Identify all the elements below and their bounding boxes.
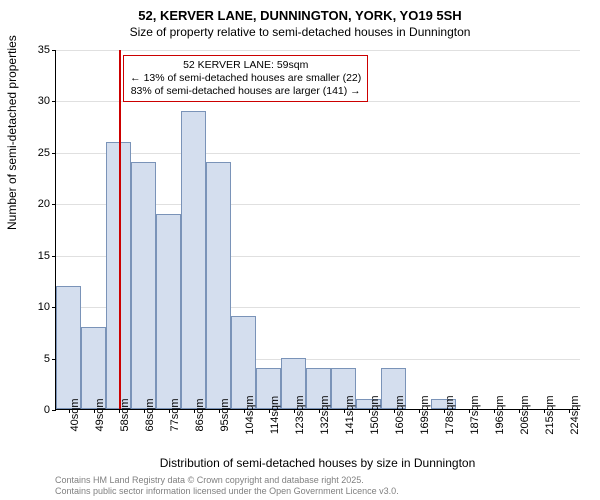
gridline xyxy=(56,50,580,51)
x-tick-label: 160sqm xyxy=(394,395,406,434)
annotation-line: 52 KERVER LANE: 59sqm xyxy=(130,59,361,72)
x-tick-label: 224sqm xyxy=(569,395,581,434)
marker-line xyxy=(119,50,121,409)
plot-region: 0510152025303540sqm49sqm58sqm68sqm77sqm8… xyxy=(55,50,580,410)
x-tick-mark xyxy=(319,409,320,413)
x-tick-mark xyxy=(144,409,145,413)
x-tick-mark xyxy=(294,409,295,413)
chart-title: 52, KERVER LANE, DUNNINGTON, YORK, YO19 … xyxy=(0,0,600,23)
x-tick-label: 49sqm xyxy=(94,398,106,431)
x-tick-mark xyxy=(369,409,370,413)
x-tick-label: 150sqm xyxy=(369,395,381,434)
footer-line-2: Contains public sector information licen… xyxy=(55,486,399,497)
x-tick-label: 114sqm xyxy=(269,396,281,434)
x-tick-label: 196sqm xyxy=(494,395,506,434)
annotation-box: 52 KERVER LANE: 59sqm← 13% of semi-detac… xyxy=(123,55,368,102)
x-tick-label: 141sqm xyxy=(344,395,356,434)
y-tick-label: 5 xyxy=(44,353,50,365)
x-tick-label: 86sqm xyxy=(194,398,206,431)
x-tick-mark xyxy=(344,409,345,413)
y-tick-label: 0 xyxy=(44,404,50,416)
y-tick-label: 20 xyxy=(38,198,50,210)
y-tick-label: 10 xyxy=(38,301,50,313)
y-tick-mark xyxy=(52,50,56,51)
x-tick-label: 68sqm xyxy=(144,398,156,431)
x-tick-mark xyxy=(419,409,420,413)
x-tick-mark xyxy=(544,409,545,413)
x-tick-label: 104sqm xyxy=(244,395,256,434)
x-tick-label: 215sqm xyxy=(544,395,556,434)
chart-plot-area: 0510152025303540sqm49sqm58sqm68sqm77sqm8… xyxy=(55,50,580,410)
y-tick-mark xyxy=(52,153,56,154)
x-tick-label: 95sqm xyxy=(219,398,231,431)
x-tick-label: 77sqm xyxy=(169,398,181,431)
x-tick-mark xyxy=(469,409,470,413)
x-tick-label: 132sqm xyxy=(319,395,331,434)
y-axis-label: Number of semi-detached properties xyxy=(5,35,19,230)
x-tick-label: 169sqm xyxy=(419,395,431,434)
x-tick-mark xyxy=(194,409,195,413)
histogram-bar xyxy=(156,214,181,409)
y-tick-label: 35 xyxy=(38,44,50,56)
x-tick-mark xyxy=(269,409,270,413)
y-tick-mark xyxy=(52,101,56,102)
x-tick-mark xyxy=(494,409,495,413)
histogram-bar xyxy=(56,286,81,409)
x-tick-label: 187sqm xyxy=(469,395,481,434)
x-tick-label: 178sqm xyxy=(444,395,456,434)
footer-attribution: Contains HM Land Registry data © Crown c… xyxy=(55,475,399,497)
histogram-bar xyxy=(131,162,156,409)
x-tick-mark xyxy=(169,409,170,413)
x-tick-mark xyxy=(569,409,570,413)
x-tick-mark xyxy=(244,409,245,413)
chart-subtitle: Size of property relative to semi-detach… xyxy=(0,23,600,45)
footer-line-1: Contains HM Land Registry data © Crown c… xyxy=(55,475,399,486)
y-tick-label: 30 xyxy=(38,95,50,107)
x-tick-label: 40sqm xyxy=(69,398,81,431)
histogram-bar xyxy=(206,162,231,409)
histogram-bar xyxy=(181,111,206,409)
y-tick-mark xyxy=(52,410,56,411)
x-tick-mark xyxy=(219,409,220,413)
histogram-bar xyxy=(81,327,106,409)
x-tick-mark xyxy=(519,409,520,413)
x-axis-label: Distribution of semi-detached houses by … xyxy=(55,456,580,470)
y-tick-mark xyxy=(52,256,56,257)
annotation-line: 83% of semi-detached houses are larger (… xyxy=(130,85,361,98)
x-tick-mark xyxy=(94,409,95,413)
y-tick-mark xyxy=(52,204,56,205)
x-tick-mark xyxy=(69,409,70,413)
x-tick-label: 58sqm xyxy=(119,398,131,431)
x-tick-label: 206sqm xyxy=(519,395,531,434)
x-tick-mark xyxy=(119,409,120,413)
annotation-line: ← 13% of semi-detached houses are smalle… xyxy=(130,72,361,85)
x-tick-label: 123sqm xyxy=(294,395,306,434)
x-tick-mark xyxy=(444,409,445,413)
x-tick-mark xyxy=(394,409,395,413)
gridline xyxy=(56,153,580,154)
y-tick-label: 25 xyxy=(38,147,50,159)
y-tick-label: 15 xyxy=(38,250,50,262)
